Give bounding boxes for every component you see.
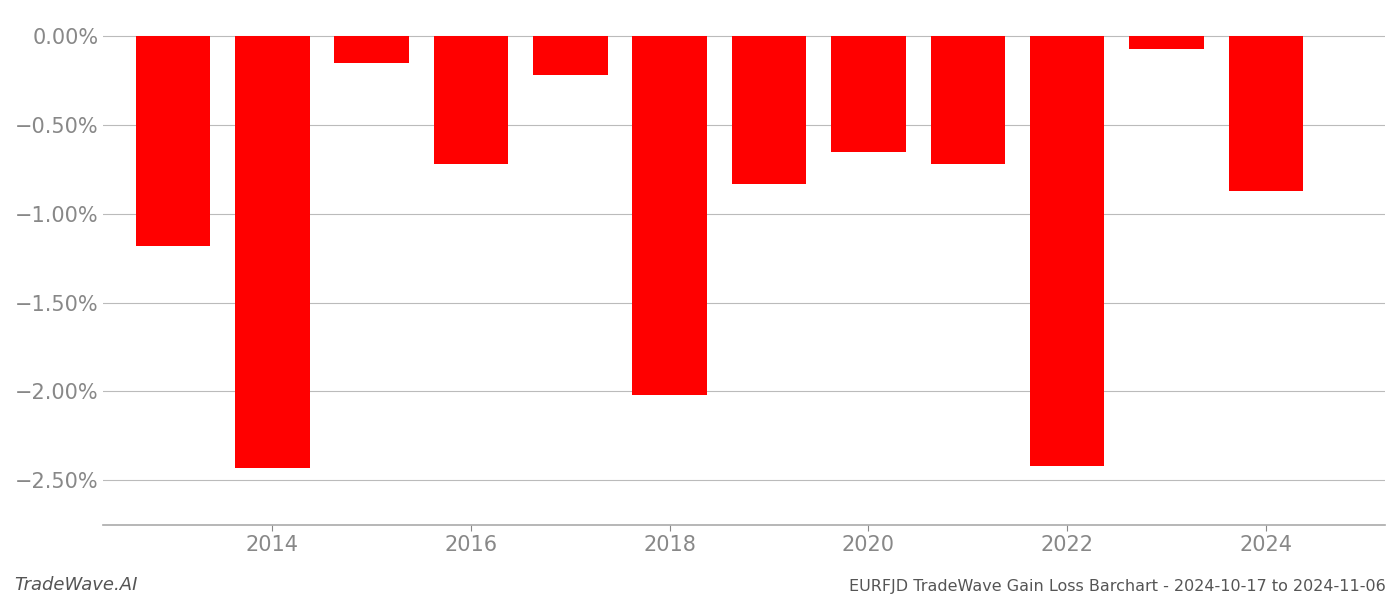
Text: TradeWave.AI: TradeWave.AI (14, 576, 137, 594)
Bar (533, 37, 608, 76)
Bar (136, 37, 210, 246)
Bar (434, 37, 508, 164)
Bar (931, 37, 1005, 164)
Text: EURFJD TradeWave Gain Loss Barchart - 2024-10-17 to 2024-11-06: EURFJD TradeWave Gain Loss Barchart - 20… (850, 579, 1386, 594)
Bar (1130, 37, 1204, 49)
Bar (1229, 37, 1303, 191)
Bar (1030, 37, 1105, 466)
Bar (732, 37, 806, 184)
Bar (832, 37, 906, 152)
Bar (335, 37, 409, 63)
Bar (235, 37, 309, 468)
Bar (633, 37, 707, 395)
